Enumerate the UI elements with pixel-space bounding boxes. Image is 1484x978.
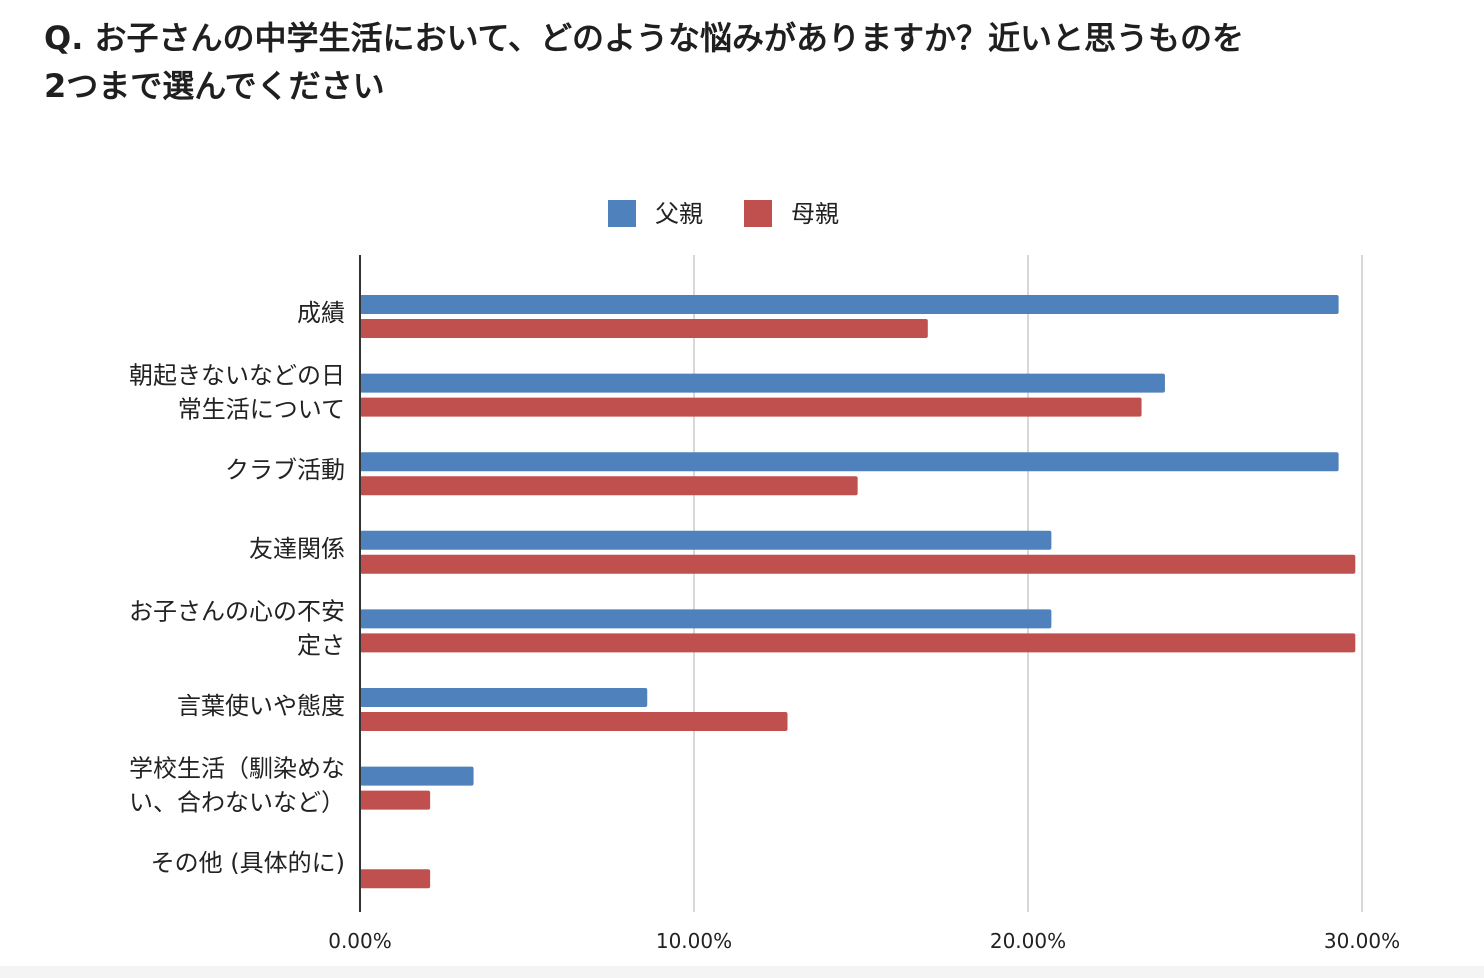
legend-label-mother: 母親 bbox=[791, 200, 839, 228]
bar-mother bbox=[360, 869, 431, 889]
category-label: 朝起きないなどの日 bbox=[129, 362, 345, 390]
bar-mother bbox=[360, 476, 858, 496]
bar-father bbox=[360, 766, 474, 786]
category-label: その他 (具体的に) bbox=[151, 849, 345, 877]
category-label: お子さんの心の不安 bbox=[129, 597, 345, 625]
bar-father bbox=[360, 609, 1052, 629]
bar-father bbox=[360, 452, 1339, 472]
bar-mother bbox=[360, 633, 1356, 653]
bottom-strip bbox=[0, 966, 1484, 978]
bar-father bbox=[360, 295, 1339, 314]
category-label: 定さ bbox=[297, 631, 345, 659]
x-tick-label: 10.00% bbox=[656, 929, 732, 953]
bar-mother bbox=[360, 712, 788, 731]
page-title: Q. お子さんの中学生活において、どのような悩みがありますか？近いと思うものを … bbox=[44, 14, 1444, 110]
x-tick-label: 20.00% bbox=[990, 929, 1066, 953]
bar-mother bbox=[360, 554, 1356, 574]
legend-swatch-mother bbox=[744, 200, 772, 227]
page-title-line-2: 2つまで選んでください bbox=[44, 67, 385, 105]
category-label: 友達関係 bbox=[249, 535, 345, 563]
bar-father bbox=[360, 373, 1165, 393]
bar-mother bbox=[360, 319, 928, 338]
legend-label-father: 父親 bbox=[655, 200, 703, 228]
category-label: い、合わないなど） bbox=[129, 789, 345, 817]
category-label: 成績 bbox=[297, 299, 345, 327]
page-title-line-1: Q. お子さんの中学生活において、どのような悩みがありますか？近いと思うものを bbox=[44, 19, 1244, 57]
bar-mother bbox=[360, 790, 431, 810]
x-tick-label: 0.00% bbox=[328, 929, 392, 953]
bar-mother bbox=[360, 397, 1142, 417]
category-label: クラブ活動 bbox=[225, 456, 345, 484]
category-label: 学校生活（馴染めな bbox=[129, 755, 345, 783]
bar-father bbox=[360, 688, 648, 707]
category-label: 常生活について bbox=[178, 396, 345, 424]
category-label: 言葉使いや態度 bbox=[177, 692, 345, 720]
x-tick-label: 30.00% bbox=[1324, 929, 1400, 953]
legend-swatch-father bbox=[608, 200, 636, 227]
bar-father bbox=[360, 530, 1052, 550]
